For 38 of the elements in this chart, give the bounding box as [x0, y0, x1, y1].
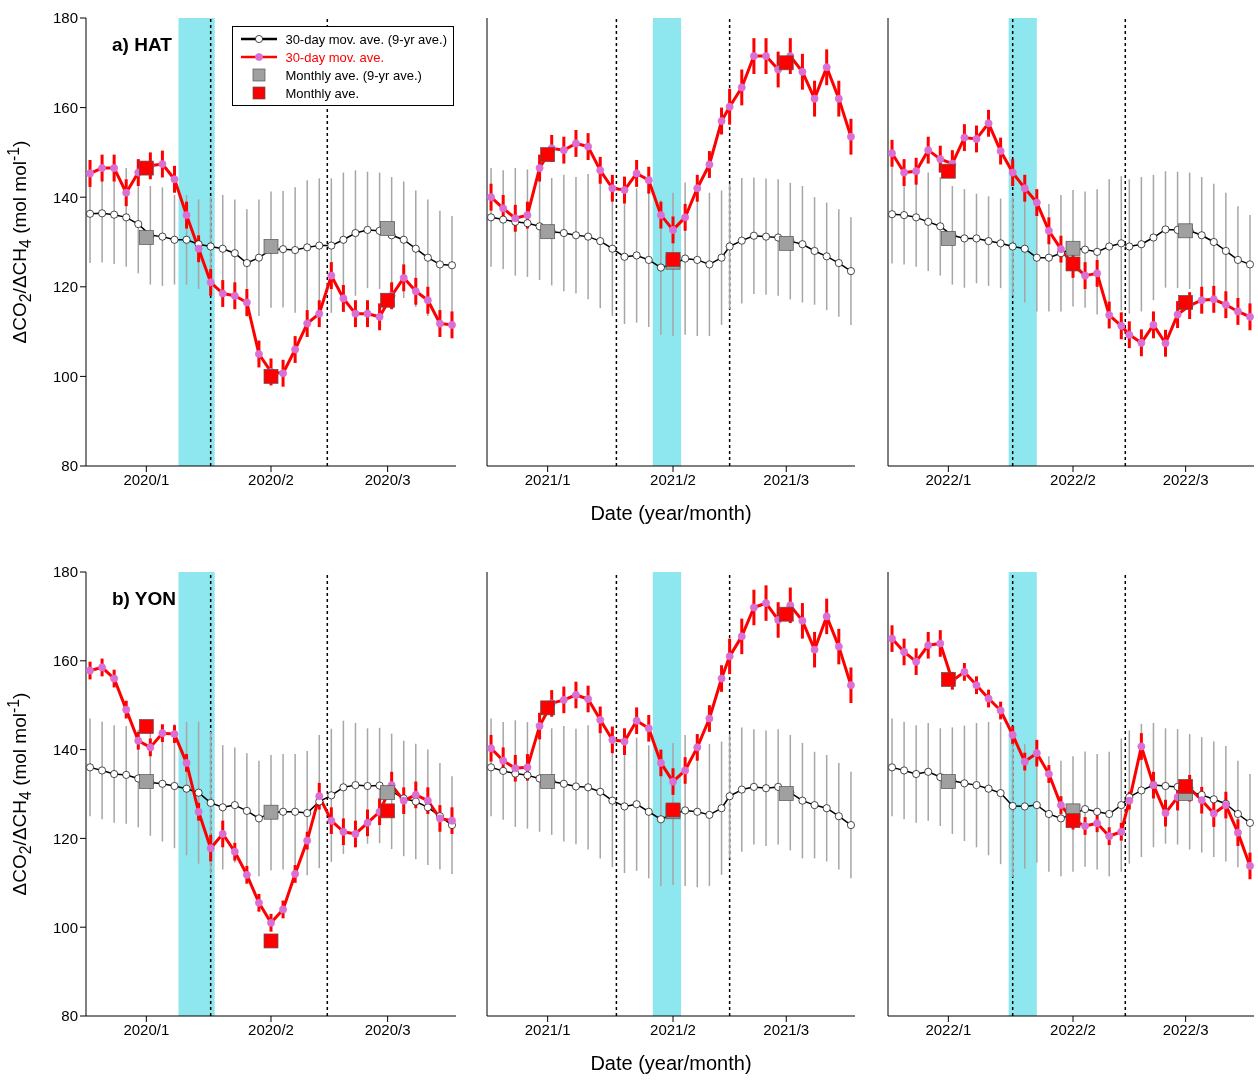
legend-label: 30-day mov. ave. [285, 49, 385, 65]
x-tick-label: 2020/2 [248, 1020, 294, 1038]
x-tick-label: 2022/3 [1162, 1020, 1209, 1038]
y-tick-label: 140 [52, 188, 78, 206]
legend-label: Monthly ave. [285, 85, 360, 101]
y-tick-label: 180 [52, 9, 78, 27]
x-tick-label: 2021/3 [763, 470, 810, 488]
annotation: b) YON [112, 588, 177, 610]
x-tick-label: 2021/1 [524, 470, 571, 488]
x-axis-title: Date (year/month) [589, 1052, 753, 1075]
y-tick-label: 160 [52, 98, 78, 116]
y-tick-label: 80 [61, 1007, 78, 1025]
y-tick-label: 120 [52, 829, 78, 847]
x-tick-label: 2022/1 [925, 1020, 972, 1038]
x-tick-label: 2021/3 [763, 1020, 810, 1038]
x-tick-label: 2020/3 [364, 1020, 411, 1038]
x-tick-label: 2022/2 [1050, 1020, 1096, 1038]
y-tick-label: 160 [52, 652, 78, 670]
legend-label: Monthly ave. (9-yr ave.) [285, 67, 422, 83]
x-tick-label: 2021/2 [650, 470, 696, 488]
annotation: a) HAT [112, 34, 172, 56]
x-tick-label: 2020/1 [123, 470, 170, 488]
y-tick-label: 180 [52, 563, 78, 581]
y-tick-label: 100 [52, 918, 78, 936]
x-tick-label: 2020/3 [364, 470, 411, 488]
x-tick-label: 2021/2 [650, 1020, 696, 1038]
y-tick-label: 120 [52, 278, 78, 296]
x-tick-label: 2022/3 [1162, 470, 1209, 488]
x-tick-label: 2020/1 [123, 1020, 170, 1038]
y-tick-label: 140 [52, 740, 78, 758]
x-tick-label: 2020/2 [248, 470, 294, 488]
x-tick-label: 2022/2 [1050, 470, 1096, 488]
legend-label: 30-day mov. ave. (9-yr ave.) [285, 31, 447, 47]
x-tick-label: 2021/1 [524, 1020, 571, 1038]
x-tick-label: 2022/1 [925, 470, 972, 488]
y-tick-label: 100 [52, 367, 78, 385]
y-tick-label: 80 [61, 457, 78, 475]
x-axis-title: Date (year/month) [589, 502, 753, 525]
